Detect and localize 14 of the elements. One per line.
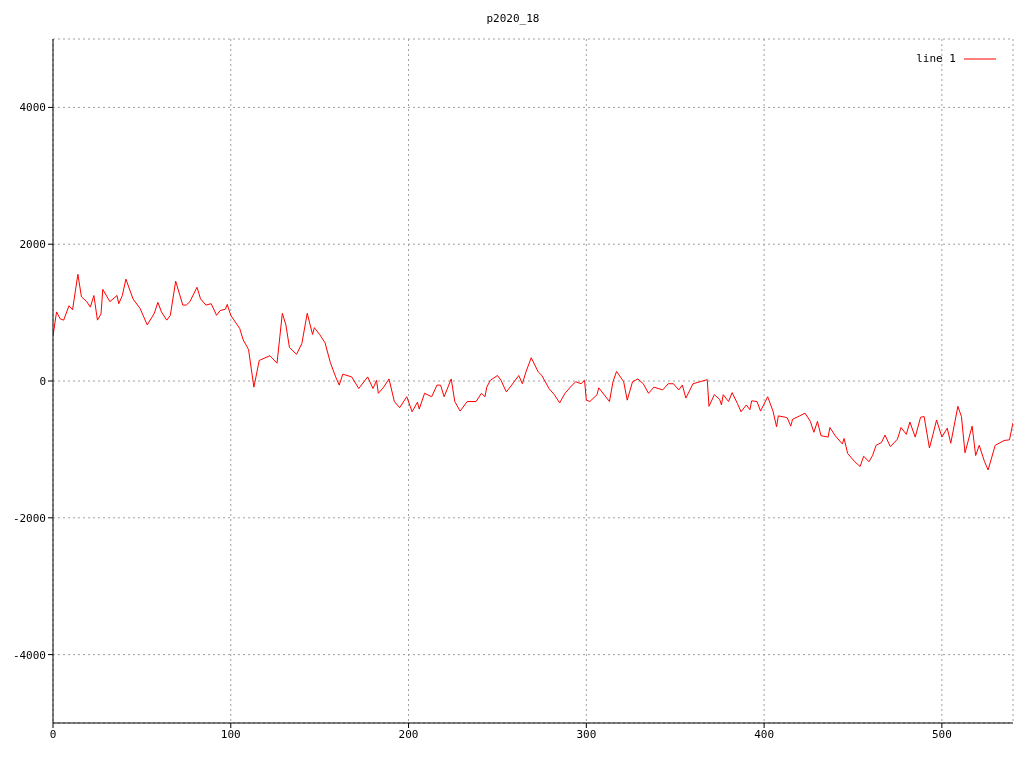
x-tick-label: 500 <box>931 727 952 741</box>
x-tick-label: 0 <box>49 727 57 741</box>
chart-title: p2020_18 <box>485 11 541 27</box>
y-tick-label: 0 <box>39 374 46 388</box>
y-tick-label: 2000 <box>19 238 46 252</box>
legend-label: line 1 <box>916 52 956 65</box>
y-tick-label: -4000 <box>12 648 46 662</box>
y-tick-label: 4000 <box>19 101 46 115</box>
x-tick-label: 200 <box>398 727 419 741</box>
line-series <box>53 273 1013 471</box>
x-tick-label: 400 <box>754 727 775 741</box>
x-tick-label: 100 <box>220 727 241 741</box>
x-tick-label: 300 <box>576 727 597 741</box>
y-tick-label: -2000 <box>12 511 46 525</box>
